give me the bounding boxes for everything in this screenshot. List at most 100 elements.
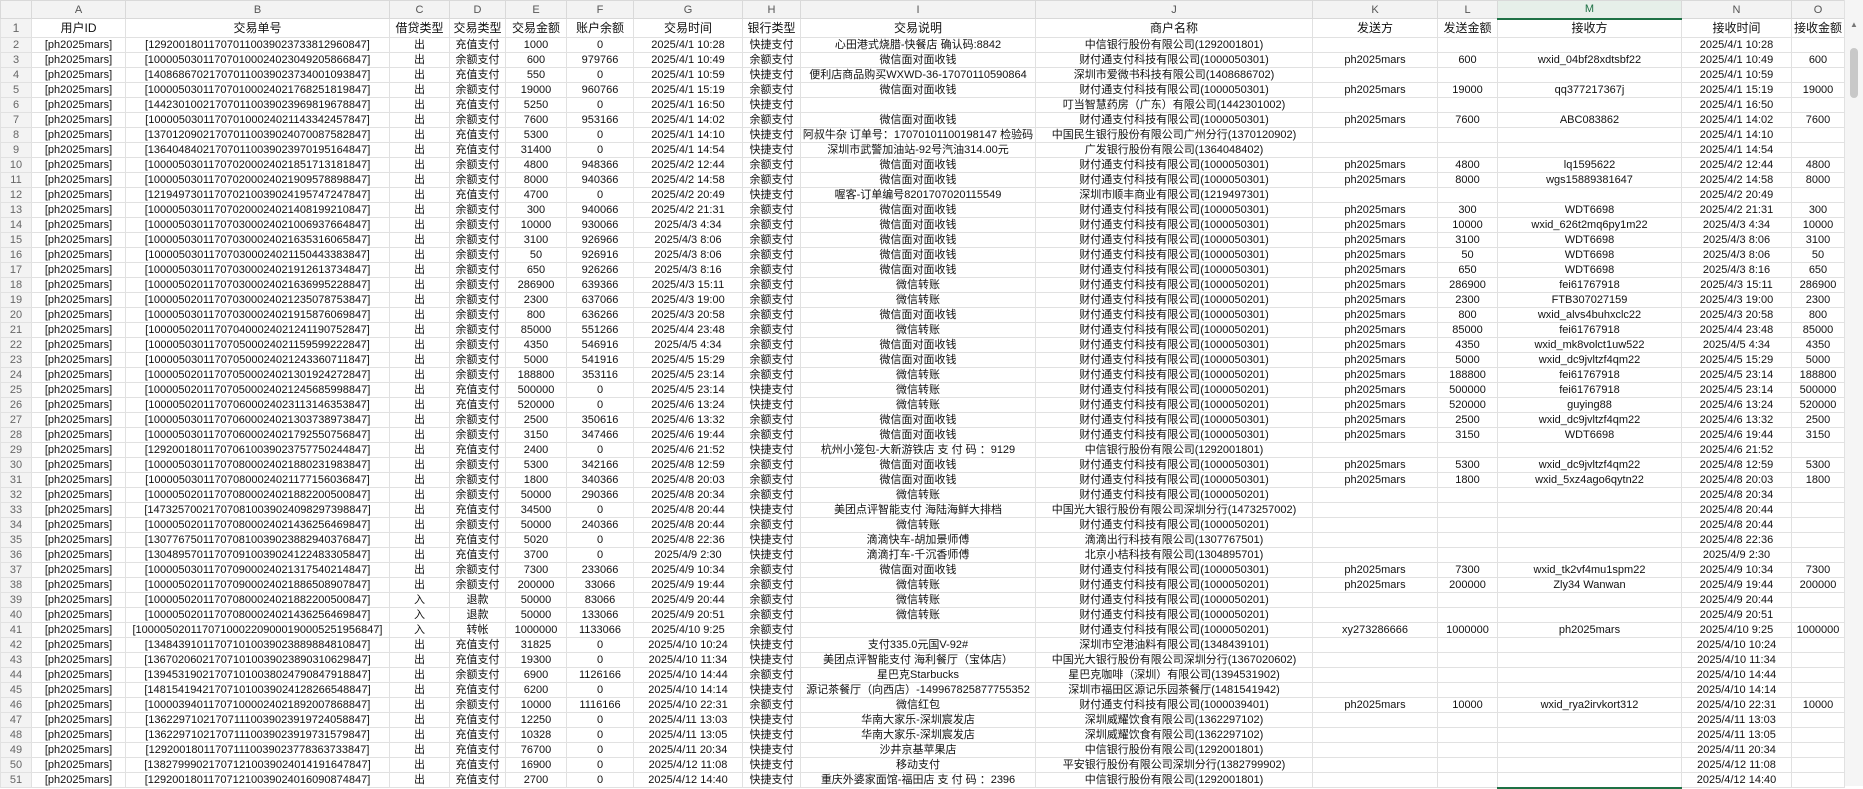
- column-header-h[interactable]: H: [742, 0, 801, 19]
- cell-m[interactable]: [1497, 517, 1682, 533]
- cell-c[interactable]: 出: [389, 142, 450, 158]
- cell-f[interactable]: 353116: [566, 367, 634, 383]
- cell-b[interactable]: [100005030117070500024021159599222847]: [125, 337, 390, 353]
- cell-i[interactable]: 微信转账: [800, 292, 1036, 308]
- cell-m[interactable]: fei61767918: [1497, 367, 1682, 383]
- row-number[interactable]: 51: [0, 772, 32, 788]
- cell-b[interactable]: [147325700217070810039024098297398847]: [125, 502, 390, 518]
- cell-f[interactable]: 960766: [566, 82, 634, 98]
- cell-h[interactable]: 余额支付: [742, 202, 801, 218]
- cell-m[interactable]: wxid_04bf28xdtsbf22: [1497, 52, 1682, 68]
- cell-e[interactable]: 1000000: [505, 622, 567, 638]
- cell-f[interactable]: 290366: [566, 487, 634, 503]
- cell-n[interactable]: 2025/4/5 15:29: [1681, 352, 1792, 368]
- cell-c[interactable]: 出: [389, 472, 450, 488]
- cell-b[interactable]: [100005030117070200024021851713181847]: [125, 157, 390, 173]
- cell-o[interactable]: 3100: [1791, 232, 1845, 248]
- cell-a[interactable]: [ph2025mars]: [31, 682, 126, 698]
- cell-d[interactable]: 充值支付: [449, 742, 506, 758]
- cell-i[interactable]: 微信面对面收钱: [800, 52, 1036, 68]
- cell-m[interactable]: WDT6698: [1497, 232, 1682, 248]
- cell-i[interactable]: 星巴克Starbucks: [800, 667, 1036, 683]
- cell-n[interactable]: 2025/4/9 20:44: [1681, 592, 1792, 608]
- cell-l[interactable]: 2500: [1437, 412, 1498, 428]
- cell-k[interactable]: [1312, 67, 1438, 83]
- cell-b[interactable]: [130776750117070810039023882940376847]: [125, 532, 390, 548]
- cell-e[interactable]: 50000: [505, 607, 567, 623]
- cell-h[interactable]: 余额支付: [742, 667, 801, 683]
- row-number[interactable]: 21: [0, 322, 32, 338]
- cell-c[interactable]: 出: [389, 412, 450, 428]
- cell-m[interactable]: [1497, 502, 1682, 518]
- cell-h[interactable]: 快捷支付: [742, 442, 801, 458]
- cell-m[interactable]: WDT6698: [1497, 262, 1682, 278]
- cell-i[interactable]: 微信面对面收钱: [800, 472, 1036, 488]
- cell-m[interactable]: wxid_tk2vf4mu1spm22: [1497, 562, 1682, 578]
- cell-o[interactable]: [1791, 487, 1845, 503]
- column-header-d[interactable]: D: [449, 0, 506, 19]
- cell-d[interactable]: 充值支付: [449, 682, 506, 698]
- cell-j[interactable]: 财付通支付科技有限公司(1000050201): [1035, 322, 1313, 338]
- cell-l[interactable]: [1437, 712, 1498, 728]
- cell-c[interactable]: 出: [389, 157, 450, 173]
- cell-c[interactable]: 出: [389, 52, 450, 68]
- cell-k[interactable]: ph2025mars: [1312, 157, 1438, 173]
- cell-j[interactable]: 财付通支付科技有限公司(1000050301): [1035, 472, 1313, 488]
- cell-o[interactable]: 7300: [1791, 562, 1845, 578]
- cell-b[interactable]: [100005030117070300024021915876069847]: [125, 307, 390, 323]
- cell-b[interactable]: [100005020117070800024021436256469847]: [125, 517, 390, 533]
- cell-l[interactable]: 500000: [1437, 382, 1498, 398]
- cell-n[interactable]: 2025/4/5 23:14: [1681, 367, 1792, 383]
- cell-n[interactable]: 2025/4/2 12:44: [1681, 157, 1792, 173]
- cell-c[interactable]: 出: [389, 97, 450, 113]
- cell-i[interactable]: 华南大家乐-深圳宸发店: [800, 712, 1036, 728]
- cell-c[interactable]: 出: [389, 682, 450, 698]
- cell-c[interactable]: 出: [389, 292, 450, 308]
- cell-e[interactable]: 5300: [505, 457, 567, 473]
- cell-n[interactable]: 2025/4/3 4:34: [1681, 217, 1792, 233]
- cell-j[interactable]: 深圳市空港油料有限公司(1348439101): [1035, 637, 1313, 653]
- cell-k[interactable]: ph2025mars: [1312, 412, 1438, 428]
- cell-c[interactable]: 出: [389, 637, 450, 653]
- row-number[interactable]: 16: [0, 247, 32, 263]
- cell-e[interactable]: 10000: [505, 697, 567, 713]
- cell-e[interactable]: 1800: [505, 472, 567, 488]
- cell-k[interactable]: [1312, 682, 1438, 698]
- cell-b[interactable]: [140868670217070110039023734001093847]: [125, 67, 390, 83]
- cell-l[interactable]: [1437, 607, 1498, 623]
- cell-b[interactable]: [100005030117070900024021317540214847]: [125, 562, 390, 578]
- cell-g[interactable]: 2025/4/5 23:14: [633, 367, 743, 383]
- cell-o[interactable]: [1791, 127, 1845, 143]
- cell-j[interactable]: 财付通支付科技有限公司(1000050201): [1035, 292, 1313, 308]
- cell-g[interactable]: 2025/4/3 8:06: [633, 232, 743, 248]
- cell-n[interactable]: 2025/4/10 14:44: [1681, 667, 1792, 683]
- cell-n[interactable]: 2025/4/3 8:06: [1681, 247, 1792, 263]
- cell-h[interactable]: 快捷支付: [742, 532, 801, 548]
- column-header-g[interactable]: G: [633, 0, 743, 19]
- cell-l[interactable]: 200000: [1437, 577, 1498, 593]
- cell-g[interactable]: 2025/4/2 12:44: [633, 157, 743, 173]
- cell-b[interactable]: [129200180117071210039024016090874847]: [125, 772, 390, 788]
- cell-f[interactable]: 0: [566, 127, 634, 143]
- cell-k[interactable]: ph2025mars: [1312, 112, 1438, 128]
- cell-d[interactable]: 余额支付: [449, 517, 506, 533]
- cell-a[interactable]: [ph2025mars]: [31, 547, 126, 563]
- cell-o[interactable]: 188800: [1791, 367, 1845, 383]
- cell-g[interactable]: 2025/4/2 14:58: [633, 172, 743, 188]
- cell-l[interactable]: 300: [1437, 202, 1498, 218]
- cell-o[interactable]: [1791, 637, 1845, 653]
- cell-c[interactable]: 出: [389, 37, 450, 53]
- cell-o[interactable]: [1791, 37, 1845, 53]
- cell-l[interactable]: 1800: [1437, 472, 1498, 488]
- cell-h[interactable]: 余额支付: [742, 172, 801, 188]
- row-number[interactable]: 43: [0, 652, 32, 668]
- cell-j[interactable]: 中国光大银行股份有限公司深圳分行(1367020602): [1035, 652, 1313, 668]
- cell-l[interactable]: 50: [1437, 247, 1498, 263]
- cell-m[interactable]: Zly34 Wanwan: [1497, 577, 1682, 593]
- cell-h[interactable]: 快捷支付: [742, 382, 801, 398]
- cell-g[interactable]: 2025/4/6 21:52: [633, 442, 743, 458]
- cell-g[interactable]: 2025/4/8 22:36: [633, 532, 743, 548]
- cell-g[interactable]: 2025/4/9 10:34: [633, 562, 743, 578]
- cell-d[interactable]: 充值支付: [449, 142, 506, 158]
- cell-j[interactable]: 财付通支付科技有限公司(1000050301): [1035, 262, 1313, 278]
